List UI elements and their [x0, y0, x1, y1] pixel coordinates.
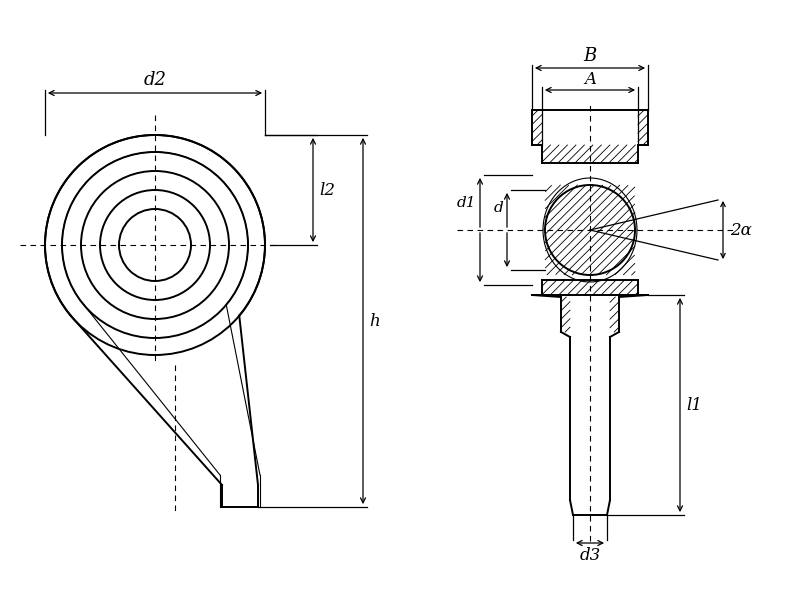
Text: l2: l2: [319, 181, 335, 199]
Text: A: A: [584, 71, 596, 87]
Text: d3: d3: [579, 547, 601, 563]
Text: d1: d1: [456, 196, 476, 210]
Text: h: h: [370, 312, 380, 330]
Text: l1: l1: [686, 397, 702, 413]
Text: d: d: [494, 200, 504, 215]
Text: 2α: 2α: [730, 221, 752, 239]
Text: B: B: [583, 47, 597, 65]
Text: d2: d2: [143, 71, 166, 89]
